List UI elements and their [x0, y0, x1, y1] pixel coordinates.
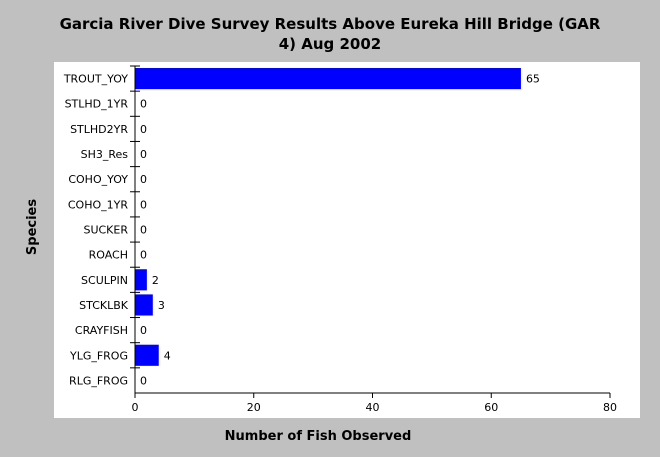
category-label: STLHD_1YR — [65, 98, 129, 111]
x-axis-title: Number of Fish Observed — [225, 429, 412, 444]
category-label: YLG_FROG — [69, 349, 128, 362]
category-label: COHO_1YR — [68, 198, 128, 211]
y-axis-title: Species — [25, 199, 40, 255]
chart-title-line-1: Garcia River Dive Survey Results Above E… — [60, 15, 601, 33]
bar-value-label: 0 — [140, 148, 147, 161]
bar-value-label: 0 — [140, 249, 147, 262]
category-label: SUCKER — [83, 224, 128, 237]
chart-title-line-2: 4) Aug 2002 — [279, 35, 382, 53]
category-label: STCKLBK — [79, 299, 129, 312]
bar-value-label: 3 — [158, 299, 165, 312]
bar-value-label: 0 — [140, 123, 147, 136]
category-label: ROACH — [89, 249, 128, 262]
bar-value-label: 0 — [140, 224, 147, 237]
category-label: TROUT_YOY — [63, 73, 128, 86]
bar — [135, 269, 147, 291]
bar-value-label: 0 — [140, 374, 147, 387]
bar-value-label: 0 — [140, 173, 147, 186]
category-label: CRAYFISH — [75, 324, 128, 337]
x-axis-ticks: 0 20 40 60 80 — [132, 393, 617, 414]
bar-value-label: 0 — [140, 324, 147, 337]
bar-value-label: 65 — [526, 73, 540, 86]
x-tick-label: 40 — [366, 401, 380, 414]
bar-value-label: 0 — [140, 98, 147, 111]
x-tick-label: 60 — [484, 401, 498, 414]
category-label: SH3_Res — [81, 148, 129, 161]
category-label: COHO_YOY — [68, 173, 128, 186]
category-label: SCULPIN — [81, 274, 128, 287]
y-axis-ticks: TROUT_YOY STLHD_1YR STLHD2YR SH3_Res COHO_YO… — [63, 65, 140, 387]
category-label: RLG_FROG — [69, 374, 128, 387]
x-tick-label: 0 — [132, 401, 139, 414]
bar-value-label: 0 — [140, 198, 147, 211]
x-tick-label: 20 — [247, 401, 261, 414]
x-tick-label: 80 — [603, 401, 617, 414]
bar-value-label: 4 — [164, 349, 171, 362]
bar — [135, 344, 159, 366]
bar — [135, 294, 153, 316]
category-label: STLHD2YR — [70, 123, 128, 136]
bar — [135, 68, 521, 90]
bar-value-label: 2 — [152, 274, 159, 287]
